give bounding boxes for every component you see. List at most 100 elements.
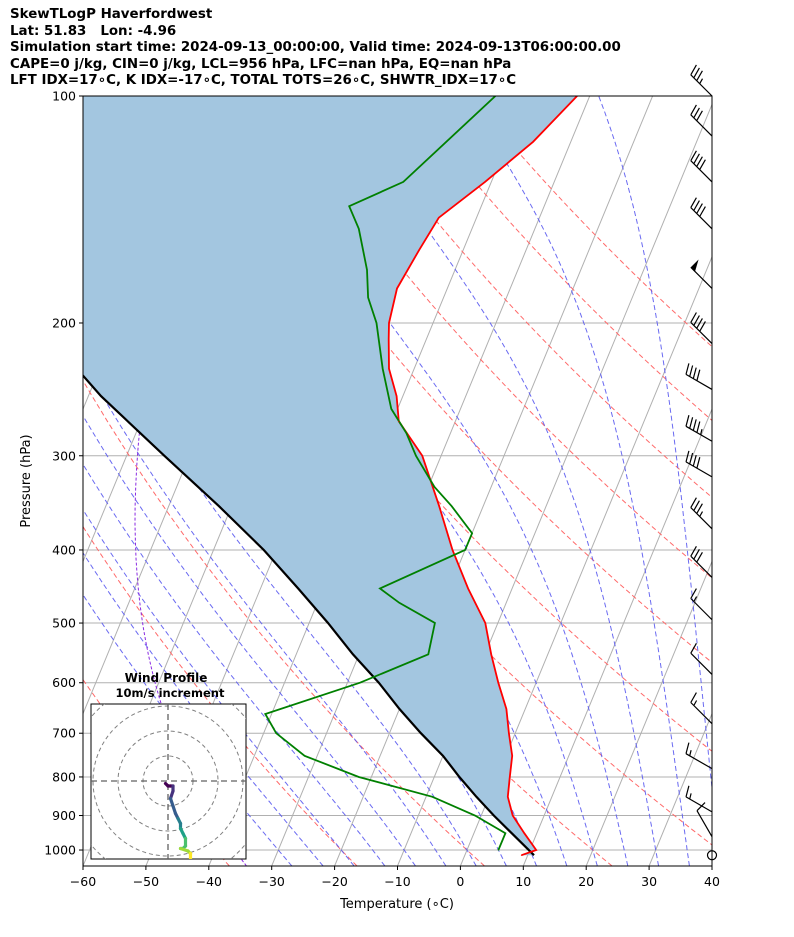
barb-staff [685,796,713,813]
y-tick-label: 500 [52,616,76,631]
barb-half-flag [699,78,704,84]
barb-flag [690,497,697,508]
barb-flag [689,452,694,465]
wind-barb [685,363,713,390]
header-line-cape: CAPE=0 j/kg, CIN=0 j/kg, LCL=956 hPa, LF… [10,56,512,72]
barb-staff [690,321,713,345]
dewpoint-point [504,832,506,834]
header-line-indices: LFT IDX=17∘C, K IDX=-17∘C, TOTAL TOTS=26… [10,73,517,89]
barb-half-flag [693,596,698,602]
dry-adiabat [470,96,712,348]
moist-adiabat [83,593,293,866]
dewpoint-point [275,732,277,734]
dewpoint-point [398,602,400,604]
moist-adiabat [83,302,477,866]
barb-flag [685,415,690,427]
hodograph-subtitle: 10m/s increment [116,686,225,700]
temperature-point [418,249,420,251]
dewpoint-point [451,505,453,507]
barb-staff [690,555,713,578]
temperature-point [438,217,440,219]
dewpoint-point [434,622,436,624]
cin-shading [83,96,578,856]
wind-barb [690,64,713,97]
wind-barb [690,497,713,530]
isotherm-line [459,255,712,866]
moist-adiabat [159,96,598,866]
barb-flag [693,153,700,164]
y-tick-label: 100 [52,89,76,104]
wind-barb [685,450,713,478]
temperature-point [398,420,400,422]
barb-flag [696,70,703,81]
barb-flag [685,785,690,798]
dewpoint-point [367,296,369,299]
moist-adiabat [83,361,447,866]
temperature-point [421,455,423,457]
barb-staff [690,266,713,289]
chart-header: SkewTLogP Haverfordwest Lat: 51.83 Lon: -… [10,7,621,90]
wind-barb [685,415,713,442]
y-tick-label: 300 [52,448,76,463]
wind-barb [690,312,713,345]
dewpoint-point [348,205,350,207]
temperature-point [507,796,509,798]
temperature-point [484,181,486,183]
dry-adiabat [339,96,712,499]
x-tick-label: 30 [641,874,657,889]
wind-barb [690,546,713,578]
y-tick-label: 600 [52,675,76,690]
temperature-point [396,395,398,397]
barb-staff [690,507,713,530]
x-tick-label: 0 [456,874,464,889]
barb-staff [690,114,713,137]
barb-flag [690,197,697,208]
x-tick-label: −30 [259,874,285,889]
wind-barb [690,259,713,289]
dewpoint-point [379,587,381,590]
x-tick-label: 20 [578,874,594,889]
temperature-point [532,141,534,143]
mixing-ratio-line [134,127,247,866]
barb-flag [696,503,703,514]
y-tick-label: 900 [52,808,76,823]
dry-adiabat [209,96,712,664]
moist-adiabat [462,96,690,866]
temperature-point [467,587,469,590]
barb-flag [685,363,690,375]
dry-adiabat [83,379,485,866]
dry-adiabat [83,525,358,866]
isotherm-line [522,407,712,866]
isotherm-line [711,864,712,866]
barb-flag [696,802,706,812]
temperature-point [388,338,390,340]
temperature-point [388,368,390,370]
header-line-location: Lat: 51.83 Lon: -4.96 [10,23,177,39]
temperature-point [535,849,537,851]
dewpoint-point [474,814,476,817]
dewpoint-point [497,849,499,851]
wind-barb [690,197,713,230]
isotherm-line [648,712,712,866]
dewpoint-point [375,322,378,324]
barb-flag [693,200,700,211]
barb-flag [692,454,697,467]
hodograph-title: Wind Profile [125,671,208,685]
wind-barb [690,588,713,621]
barb-half-flag [699,511,704,517]
isotherm-line [585,560,712,866]
dewpoint-point [415,455,417,457]
dewpoint-point [427,653,429,655]
isotherm-line [83,96,87,106]
dewpoint-line [263,96,507,851]
barb-flag [690,546,697,557]
moist-adiabat [83,414,416,866]
isotherm-line [334,96,654,866]
moist-adiabat [332,96,660,866]
wind-barb [685,742,713,770]
moist-adiabat [234,96,629,866]
dewpoint-point [471,532,473,534]
dewpoint-point [433,486,436,488]
temperature-point [508,732,510,734]
